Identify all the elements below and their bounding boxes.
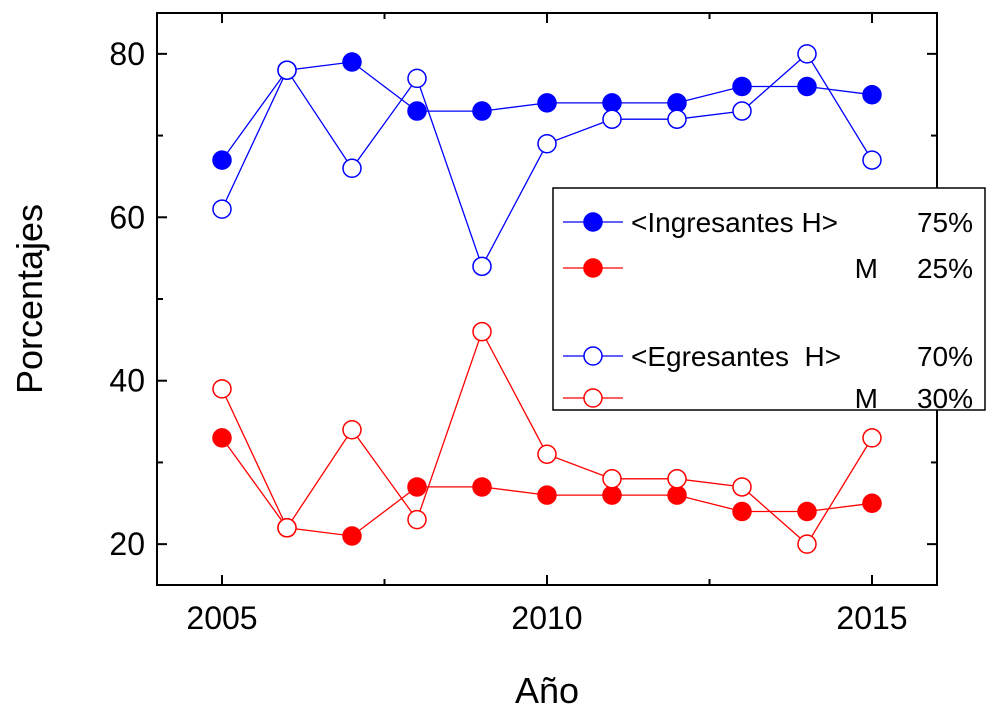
- data-point: [212, 150, 232, 170]
- legend-marker: [583, 388, 603, 408]
- legend-marker: [583, 346, 603, 366]
- legend-label: M: [855, 383, 878, 414]
- legend-marker: [583, 212, 603, 232]
- data-point: [602, 109, 622, 129]
- data-point: [472, 256, 492, 277]
- y-tick-label: 60: [109, 199, 145, 235]
- data-point: [407, 101, 427, 121]
- series-2: [212, 428, 882, 546]
- legend-label: M: [855, 253, 878, 284]
- data-point: [342, 158, 362, 179]
- data-point: [797, 501, 817, 522]
- series-3: [212, 44, 882, 277]
- data-point: [407, 509, 427, 530]
- data-point: [472, 101, 492, 121]
- legend: 75% <Ingresantes H> 25% M 70% <Egresantes H> 3…: [563, 207, 973, 414]
- y-axis-title: Porcentajes: [9, 204, 50, 394]
- legend-value: 70%: [917, 341, 973, 372]
- data-point: [212, 199, 232, 219]
- legend-entry: 75% <Ingresantes H>: [563, 207, 973, 238]
- data-point: [862, 150, 882, 170]
- data-point: [472, 477, 492, 497]
- y-axis-ticks: 20 40 60 80: [109, 36, 937, 562]
- data-point: [407, 68, 427, 89]
- data-point: [602, 93, 622, 113]
- legend-value: 75%: [917, 207, 973, 238]
- x-axis-ticks: 2005 2010 2015: [186, 13, 908, 636]
- data-point: [732, 477, 752, 497]
- legend-entry: 30% M: [563, 383, 973, 414]
- data-point: [797, 44, 817, 64]
- data-point: [537, 485, 557, 505]
- data-point: [212, 428, 232, 448]
- legend-entry: 25% M: [563, 253, 973, 284]
- x-tick-label: 2005: [186, 600, 257, 636]
- legend-entry: 70% <Egresantes H>: [563, 341, 973, 372]
- data-point: [537, 93, 557, 113]
- data-point: [342, 419, 362, 440]
- x-tick-label: 2010: [511, 600, 582, 636]
- data-point: [797, 534, 817, 554]
- legend-value: 25%: [917, 253, 973, 284]
- data-point: [732, 76, 752, 97]
- legend-label: <Egresantes H>: [631, 341, 841, 372]
- series-4: [212, 321, 882, 554]
- series-layer: [212, 44, 882, 554]
- data-point: [342, 52, 362, 72]
- legend-value: 30%: [917, 383, 973, 414]
- y-tick-label: 40: [109, 363, 145, 399]
- data-point: [732, 101, 752, 121]
- data-point: [602, 485, 622, 505]
- data-point: [667, 469, 687, 489]
- data-point: [862, 428, 882, 448]
- data-point: [862, 493, 882, 514]
- legend-label: <Ingresantes H>: [631, 207, 838, 238]
- data-point: [602, 469, 622, 489]
- data-point: [277, 518, 297, 538]
- data-point: [212, 379, 232, 399]
- data-point: [732, 501, 752, 522]
- data-point: [407, 477, 427, 497]
- data-point: [667, 109, 687, 129]
- data-point: [277, 60, 297, 80]
- y-tick-label: 20: [109, 526, 145, 562]
- data-point: [797, 76, 817, 97]
- x-tick-label: 2015: [836, 600, 907, 636]
- y-tick-label: 80: [109, 36, 145, 72]
- data-point: [472, 321, 492, 342]
- data-point: [537, 133, 557, 154]
- data-point: [537, 444, 557, 465]
- data-point: [342, 526, 362, 546]
- x-axis-title: Año: [515, 670, 579, 709]
- legend-box: [552, 187, 986, 411]
- data-point: [667, 485, 687, 505]
- data-point: [667, 93, 687, 113]
- legend-marker: [583, 258, 603, 278]
- data-point: [862, 84, 882, 105]
